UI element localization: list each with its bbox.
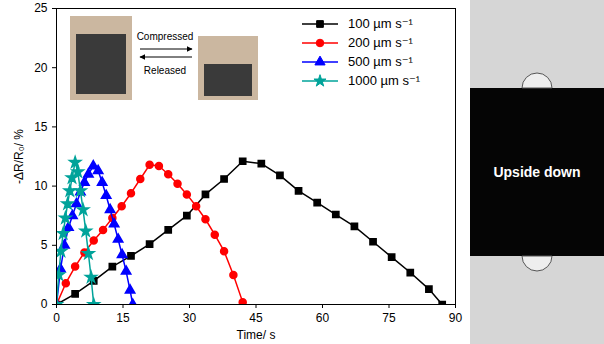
svg-text:20: 20: [34, 61, 48, 75]
svg-text:25: 25: [34, 1, 48, 15]
svg-text:60: 60: [316, 311, 330, 325]
html-text:500 µm s⁻¹: 500 µm s⁻¹: [348, 54, 413, 69]
svg-text:Compressed: Compressed: [137, 31, 194, 42]
svg-text:5: 5: [41, 238, 48, 252]
svg-text:Upside down: Upside down: [493, 164, 580, 180]
svg-text:Released: Released: [144, 65, 186, 76]
svg-text:15: 15: [34, 120, 48, 134]
svg-text:30: 30: [183, 311, 197, 325]
svg-text:45: 45: [249, 311, 263, 325]
html-text:200 µm s⁻¹: 200 µm s⁻¹: [348, 35, 413, 50]
svg-text:15: 15: [116, 311, 130, 325]
svg-text:0: 0: [41, 297, 48, 311]
svg-text:0: 0: [53, 311, 60, 325]
svg-text:Time/ s: Time/ s: [237, 328, 276, 342]
html-text:100 µm s⁻¹: 100 µm s⁻¹: [348, 16, 413, 31]
html-text:1000 µm s⁻¹: 1000 µm s⁻¹: [348, 73, 421, 88]
svg-text:10: 10: [34, 179, 48, 193]
svg-text:75: 75: [382, 311, 396, 325]
svg-text:90: 90: [449, 311, 463, 325]
svg-text:-ΔR/R₀/ %: -ΔR/R₀/ %: [12, 129, 26, 184]
